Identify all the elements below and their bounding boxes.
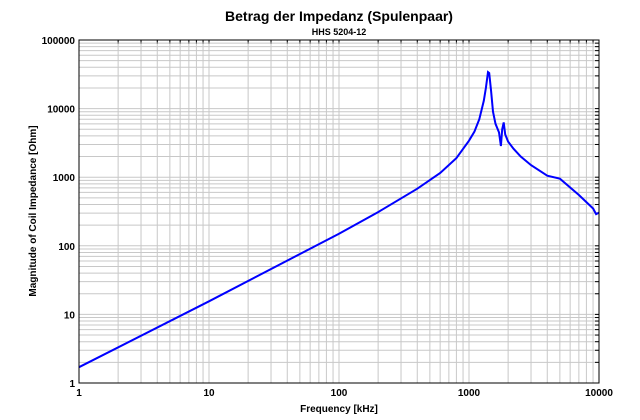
chart-subtitle: HHS 5204-12 [312, 27, 367, 37]
y-tick-label: 10000 [47, 105, 75, 116]
x-axis-label: Frequency [kHz] [300, 404, 378, 415]
chart-title: Betrag der Impedanz (Spulenpaar) [225, 8, 453, 24]
impedance-series-line [78, 70, 600, 369]
y-tick-label: 1 [69, 379, 75, 390]
grid [79, 40, 599, 383]
x-tick-label: 10000 [585, 388, 613, 399]
tick-labels: 1 10 100 1000 10000 1 10 100 1000 10000 100000 [42, 36, 614, 399]
x-tick-label: 1000 [458, 388, 481, 399]
plot-frame [78, 39, 600, 384]
x-tick-label: 1 [76, 388, 82, 399]
x-tick-label: 10 [203, 388, 215, 399]
y-tick-label: 100 [58, 242, 75, 253]
y-tick-label: 10 [64, 310, 76, 321]
y-tick-label: 1000 [53, 173, 76, 184]
x-tick-label: 100 [331, 388, 348, 399]
y-tick-label: 100000 [42, 36, 76, 47]
y-axis-label: Magnitude of Coil Impedance [Ohm] [28, 125, 39, 296]
